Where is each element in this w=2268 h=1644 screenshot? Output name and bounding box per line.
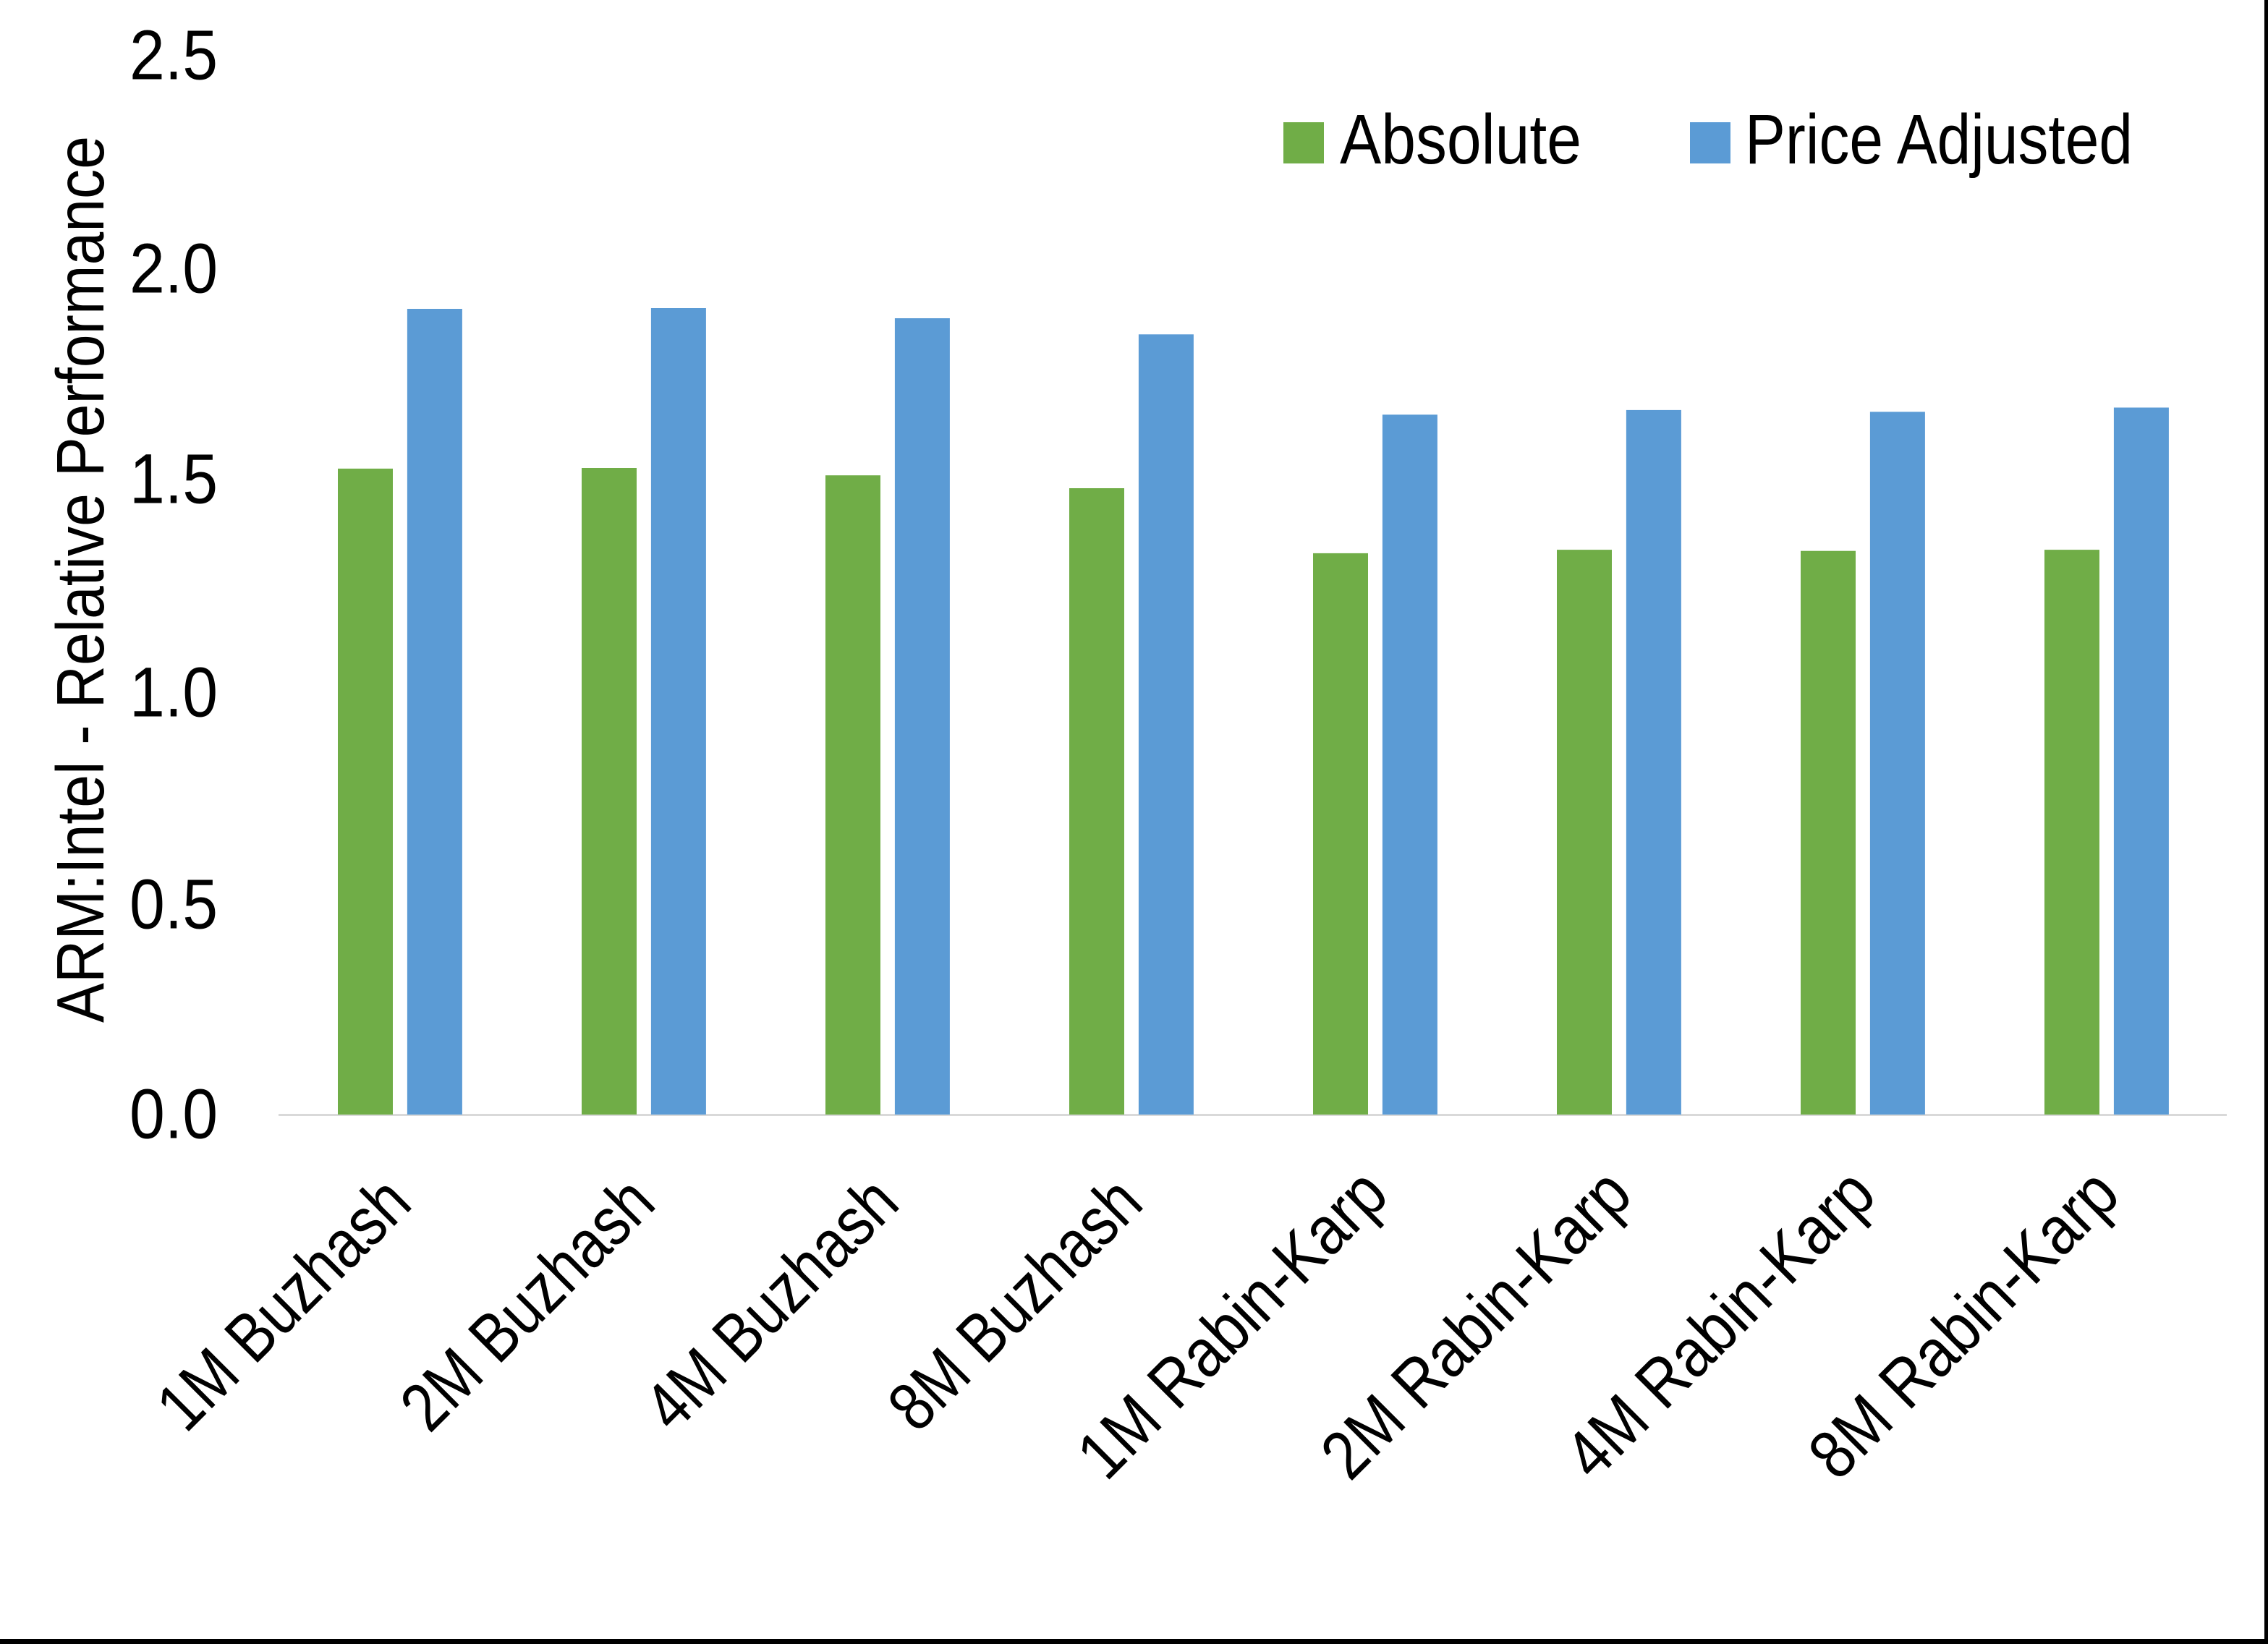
svg-text:0.5: 0.5 <box>129 865 218 944</box>
svg-text:Price Adjusted: Price Adjusted <box>1745 100 2133 179</box>
svg-text:Absolute: Absolute <box>1340 100 1581 179</box>
svg-text:ARM:Intel - Relative Performan: ARM:Intel - Relative Performance <box>43 136 118 1023</box>
svg-text:1.0: 1.0 <box>129 653 218 732</box>
svg-text:2.0: 2.0 <box>129 229 218 308</box>
svg-text:0.0: 0.0 <box>129 1075 218 1154</box>
svg-text:2.5: 2.5 <box>129 16 218 95</box>
svg-text:1.5: 1.5 <box>129 440 218 519</box>
